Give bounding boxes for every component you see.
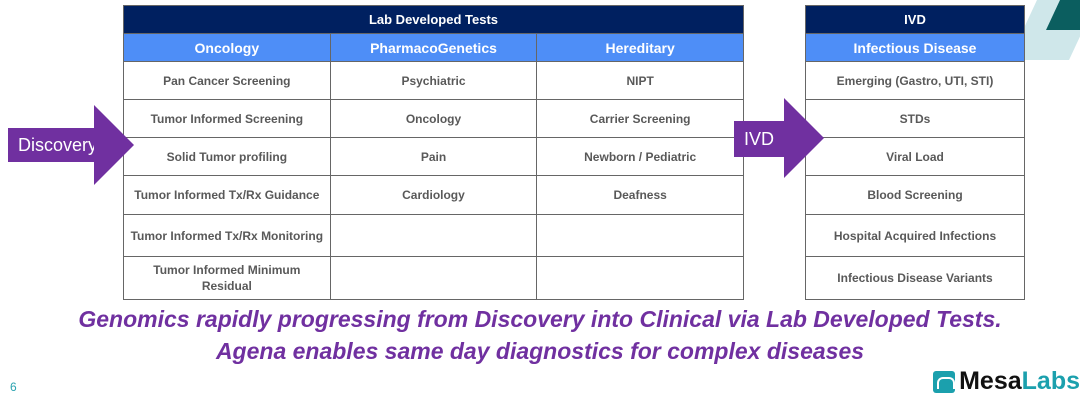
- table-cell: [536, 214, 744, 257]
- table-cell: Solid Tumor profiling: [123, 137, 331, 176]
- discovery-label: Discovery: [18, 134, 98, 155]
- table-cell: [329, 214, 538, 257]
- table-row: STDs: [805, 99, 1025, 138]
- table-row: Pan Cancer Screening Psychiatric NIPT: [123, 61, 744, 100]
- table-row: Solid Tumor profiling Pain Newborn / Pedia…: [123, 137, 744, 176]
- table-cell: [536, 256, 744, 300]
- table-cell: Tumor Informed Screening: [123, 99, 331, 138]
- claim-line-2: Agena enables same day diagnostics for c…: [215, 338, 865, 364]
- table-cell: Blood Screening: [805, 175, 1025, 215]
- table-title: Lab Developed Tests: [123, 5, 744, 34]
- table-cell: Tumor Informed Minimum Residual: [123, 256, 331, 300]
- table-cell: Emerging (Gastro, UTI, STI): [805, 61, 1025, 100]
- table-cell: Viral Load: [805, 137, 1025, 176]
- table-cell: Psychiatric: [329, 61, 538, 100]
- discovery-arrow: Discovery: [8, 105, 134, 185]
- table-cell: Tumor Informed Tx/Rx Monitoring: [123, 214, 331, 257]
- table-row: Viral Load: [805, 137, 1025, 176]
- table-row: Blood Screening: [805, 175, 1025, 215]
- column-header: Infectious Disease: [805, 33, 1025, 62]
- table-cell: Cardiology: [329, 175, 538, 215]
- page-number: 6: [10, 380, 17, 394]
- column-header: PharmacoGenetics: [329, 33, 538, 62]
- ivd-arrow: IVD: [734, 98, 824, 178]
- table-cell: Infectious Disease Variants: [805, 256, 1025, 300]
- table-cell: Carrier Screening: [536, 99, 744, 138]
- logo-icon: [933, 370, 956, 393]
- table-cell: STDs: [805, 99, 1025, 138]
- mesa-labs-logo: Mesa Labs: [933, 367, 1080, 396]
- table-title: IVD: [805, 5, 1025, 34]
- table-row: Emerging (Gastro, UTI, STI): [805, 61, 1025, 100]
- table-row: Infectious Disease Variants: [805, 256, 1025, 300]
- table-row: Tumor Informed Screening Oncology Carrier …: [123, 99, 744, 138]
- table-row: Tumor Informed Tx/Rx Guidance Cardiology D…: [123, 175, 744, 215]
- table-cell: Newborn / Pediatric: [536, 137, 744, 176]
- corner-decoration: [1020, 0, 1080, 60]
- table-cell: Oncology: [329, 99, 538, 138]
- table-row: Hospital Acquired Infections: [805, 214, 1025, 257]
- lab-developed-tests-table: Lab Developed Tests Oncology PharmacoGen…: [123, 5, 744, 300]
- ivd-table: IVD Infectious Disease Emerging (Gastro,…: [805, 5, 1025, 300]
- ivd-label: IVD: [743, 128, 774, 149]
- table-cell: Tumor Informed Tx/Rx Guidance: [123, 175, 331, 215]
- table-cell: Pan Cancer Screening: [123, 61, 331, 100]
- column-header: Hereditary: [536, 33, 744, 62]
- table-cell: Deafness: [536, 175, 744, 215]
- column-header: Oncology: [123, 33, 331, 62]
- table-cell: [329, 256, 538, 300]
- table-cell: Pain: [329, 137, 538, 176]
- claim-line-1: Genomics rapidly progressing from Discov…: [78, 306, 1002, 332]
- table-cell: NIPT: [536, 61, 744, 100]
- table-row: Tumor Informed Tx/Rx Monitoring: [123, 214, 744, 257]
- table-cell: Hospital Acquired Infections: [805, 214, 1025, 257]
- table-row: Tumor Informed Minimum Residual: [123, 256, 744, 300]
